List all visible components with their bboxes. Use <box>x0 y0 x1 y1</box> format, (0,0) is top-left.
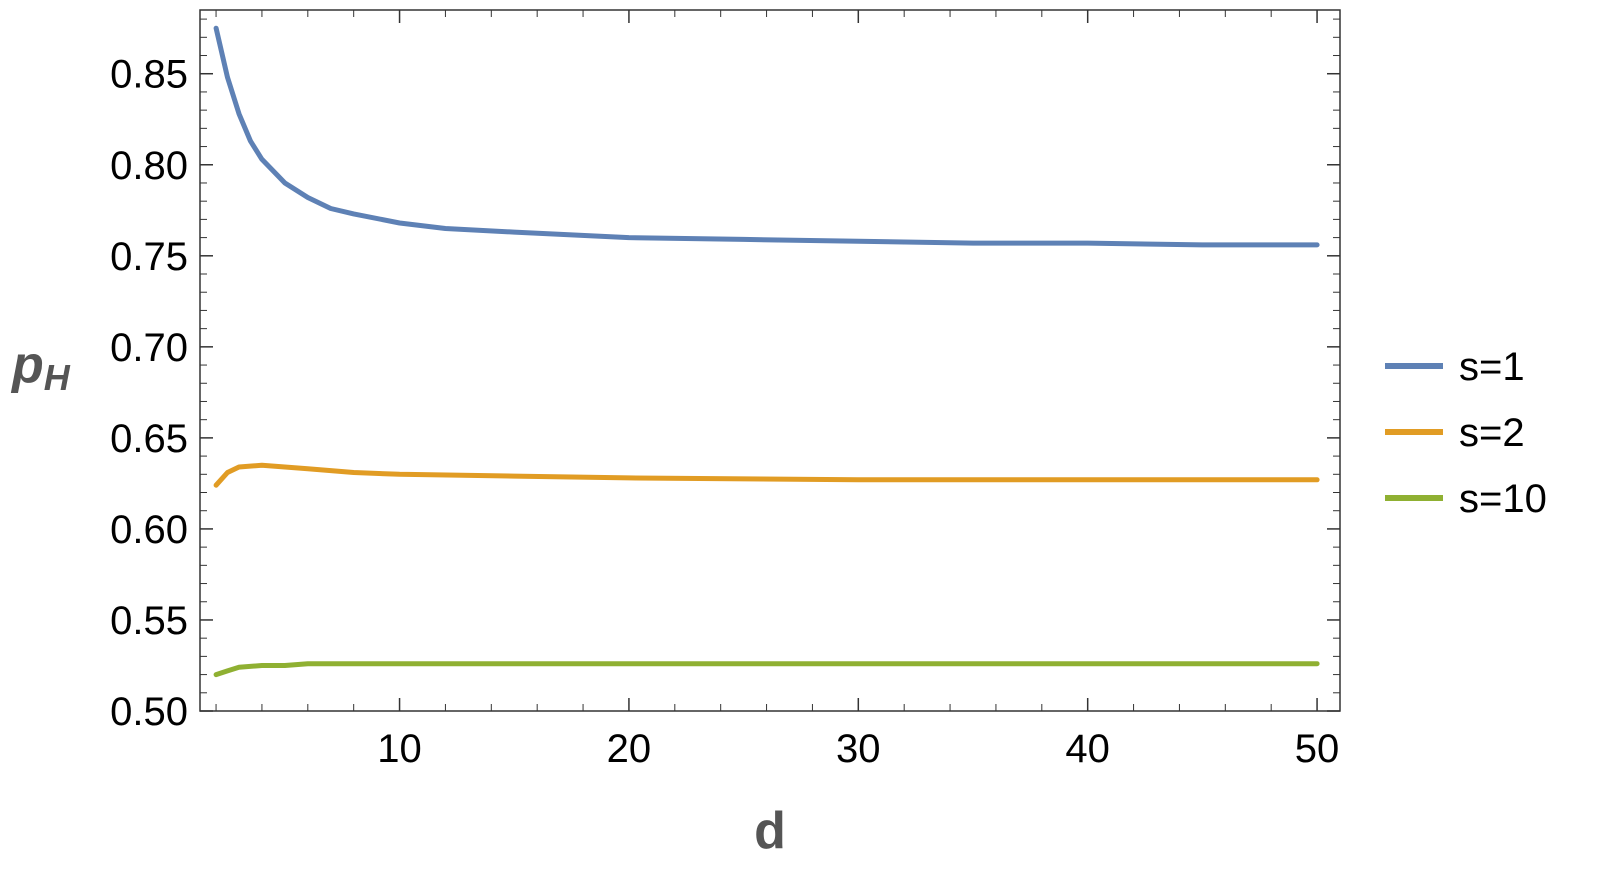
y-tick-label: 0.80 <box>110 144 188 188</box>
series-line-3 <box>213 661 1320 678</box>
series-line-2 <box>213 462 1320 488</box>
plot-frame <box>199 9 1341 712</box>
x-axis-title: d <box>754 802 786 860</box>
y-tick-label: 0.55 <box>110 599 188 643</box>
legend-label-1: s=1 <box>1459 345 1525 389</box>
x-tick-label: 40 <box>1065 727 1110 771</box>
series-line-1 <box>213 25 1320 248</box>
legend-label-3: s=10 <box>1459 477 1547 521</box>
y-tick-labels: 0.50 0.55 0.60 0.65 0.70 0.75 0.80 0.85 <box>110 53 188 734</box>
minor-ticks <box>200 10 1340 711</box>
x-tick-label: 20 <box>607 727 652 771</box>
y-tick-label: 0.65 <box>110 417 188 461</box>
major-ticks <box>200 10 1340 712</box>
y-tick-label: 0.70 <box>110 326 188 370</box>
y-axis-title-subscript: H <box>44 357 71 398</box>
legend-label-2: s=2 <box>1459 411 1525 455</box>
y-tick-label: 0.50 <box>110 690 188 734</box>
y-axis-title-main: p <box>10 336 44 394</box>
y-tick-label: 0.85 <box>110 53 188 97</box>
y-tick-label: 0.60 <box>110 508 188 552</box>
y-axis-title: pH <box>10 336 71 398</box>
y-tick-label: 0.75 <box>110 235 188 279</box>
x-tick-label: 30 <box>836 727 881 771</box>
x-tick-labels: 10 20 30 40 50 <box>377 727 1339 771</box>
series-lines <box>213 25 1320 678</box>
legend: s=1 s=2 s=10 <box>1385 345 1547 521</box>
x-tick-label: 50 <box>1295 727 1340 771</box>
x-tick-label: 10 <box>377 727 422 771</box>
